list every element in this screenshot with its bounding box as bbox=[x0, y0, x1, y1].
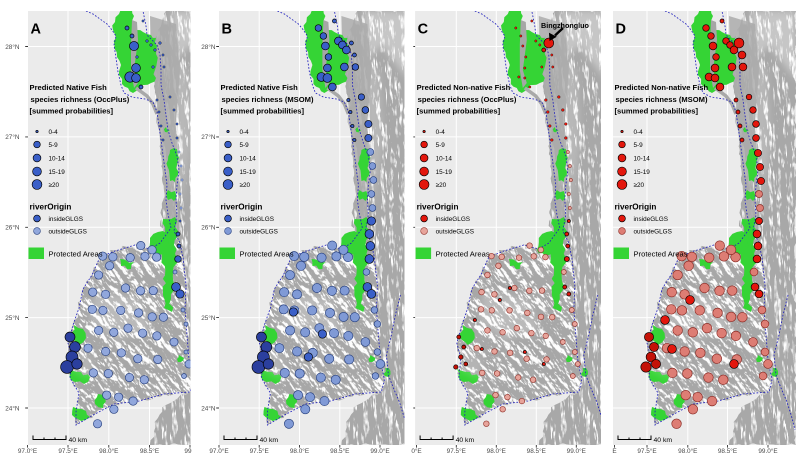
svg-text:0-4: 0-4 bbox=[240, 129, 250, 136]
svg-text:D: D bbox=[616, 22, 626, 38]
svg-text:Protected Areas: Protected Areas bbox=[240, 250, 294, 259]
svg-text:Predicted Native Fish: Predicted Native Fish bbox=[30, 83, 108, 92]
svg-text:insideGLGS: insideGLGS bbox=[634, 216, 668, 223]
svg-text:97.5°E: 97.5°E bbox=[250, 447, 269, 455]
svg-text:10-14: 10-14 bbox=[436, 155, 453, 162]
svg-text:97.5°E: 97.5°E bbox=[637, 447, 656, 455]
svg-text:97.5°E: 97.5°E bbox=[447, 447, 466, 455]
svg-text:98.5°E: 98.5°E bbox=[140, 447, 159, 455]
svg-text:10-14: 10-14 bbox=[634, 155, 651, 162]
svg-text:≥20: ≥20 bbox=[634, 182, 645, 189]
svg-text:≥20: ≥20 bbox=[436, 182, 447, 189]
svg-text:99.0°E: 99.0°E bbox=[758, 447, 777, 455]
svg-text:A: A bbox=[31, 22, 42, 38]
svg-text:C: C bbox=[418, 22, 429, 38]
svg-text:25°N: 25°N bbox=[5, 314, 20, 322]
svg-text:species richness (OccPlus): species richness (OccPlus) bbox=[31, 95, 130, 104]
svg-text:98.0°E: 98.0°E bbox=[290, 447, 309, 455]
svg-text:insideGLGS: insideGLGS bbox=[436, 216, 470, 223]
svg-text:Protected Areas: Protected Areas bbox=[634, 250, 688, 259]
svg-text:[summed probabilities]: [summed probabilities] bbox=[221, 106, 305, 115]
svg-text:24°N: 24°N bbox=[201, 404, 216, 412]
svg-text:riverOrigin: riverOrigin bbox=[30, 203, 72, 212]
svg-text:40 km: 40 km bbox=[69, 437, 88, 444]
svg-text:0-4: 0-4 bbox=[436, 129, 446, 136]
svg-text:Predicted Native Fish: Predicted Native Fish bbox=[221, 83, 299, 92]
svg-text:Predicted Non-native Fish: Predicted Non-native Fish bbox=[615, 83, 709, 92]
svg-text:15-19: 15-19 bbox=[240, 169, 257, 176]
svg-text:outsideGLGS: outsideGLGS bbox=[436, 228, 474, 235]
svg-text:outsideGLGS: outsideGLGS bbox=[240, 228, 278, 235]
svg-text:99: 99 bbox=[184, 448, 192, 455]
svg-text:[summed probabilities]: [summed probabilities] bbox=[417, 106, 501, 115]
svg-text:27°N: 27°N bbox=[5, 133, 20, 141]
svg-text:B: B bbox=[222, 22, 232, 38]
svg-text:40 km: 40 km bbox=[260, 437, 279, 444]
svg-text:riverOrigin: riverOrigin bbox=[221, 203, 263, 212]
svg-text:Bingzhongluo: Bingzhongluo bbox=[541, 21, 590, 30]
svg-text:15-19: 15-19 bbox=[436, 169, 453, 176]
svg-text:10-14: 10-14 bbox=[49, 155, 66, 162]
svg-text:98.5°E: 98.5°E bbox=[718, 447, 737, 455]
svg-text:40 km: 40 km bbox=[456, 437, 475, 444]
svg-text:98.5°E: 98.5°E bbox=[527, 447, 546, 455]
svg-text:riverOrigin: riverOrigin bbox=[417, 203, 459, 212]
svg-text:99.0°E: 99.0°E bbox=[567, 447, 586, 455]
svg-text:28°N: 28°N bbox=[5, 43, 20, 51]
svg-text:5-9: 5-9 bbox=[436, 142, 446, 149]
svg-text:species richness (OccPlus): species richness (OccPlus) bbox=[418, 95, 517, 104]
svg-text:outsideGLGS: outsideGLGS bbox=[634, 228, 672, 235]
svg-text:26°N: 26°N bbox=[201, 224, 216, 232]
svg-text:26°N: 26°N bbox=[5, 224, 20, 232]
svg-text:98.0°E: 98.0°E bbox=[487, 447, 506, 455]
svg-text:species richness (MSOM): species richness (MSOM) bbox=[616, 95, 708, 104]
svg-text:10-14: 10-14 bbox=[240, 155, 257, 162]
svg-text:0-4: 0-4 bbox=[634, 129, 644, 136]
svg-text:97.0°E: 97.0°E bbox=[209, 447, 228, 455]
svg-text:24°N: 24°N bbox=[5, 404, 20, 412]
svg-text:0-4: 0-4 bbox=[49, 129, 59, 136]
svg-text:25°N: 25°N bbox=[201, 314, 216, 322]
svg-text:15-19: 15-19 bbox=[634, 169, 651, 176]
svg-text:40 km: 40 km bbox=[654, 437, 673, 444]
svg-text:15-19: 15-19 bbox=[49, 169, 66, 176]
svg-text:98.0°E: 98.0°E bbox=[99, 447, 118, 455]
svg-text:97.0°E: 97.0°E bbox=[18, 447, 37, 455]
svg-text:riverOrigin: riverOrigin bbox=[615, 203, 657, 212]
svg-text:Protected Areas: Protected Areas bbox=[49, 250, 103, 259]
svg-text:species richness (MSOM): species richness (MSOM) bbox=[222, 95, 314, 104]
svg-text:[summed probabilities]: [summed probabilities] bbox=[30, 106, 114, 115]
svg-text:insideGLGS: insideGLGS bbox=[240, 216, 274, 223]
svg-text:Predicted Non-native Fish: Predicted Non-native Fish bbox=[417, 83, 511, 92]
svg-text:99.0°E: 99.0°E bbox=[370, 447, 389, 455]
svg-text:E: E bbox=[612, 448, 616, 455]
svg-text:Protected Areas: Protected Areas bbox=[436, 250, 490, 259]
svg-text:98.5°E: 98.5°E bbox=[330, 447, 349, 455]
svg-text:27°N: 27°N bbox=[201, 133, 216, 141]
svg-text:28°N: 28°N bbox=[201, 43, 216, 51]
svg-text:≥20: ≥20 bbox=[49, 182, 60, 189]
svg-text:5-9: 5-9 bbox=[240, 142, 250, 149]
svg-text:insideGLGS: insideGLGS bbox=[49, 216, 83, 223]
svg-text:98.0°E: 98.0°E bbox=[678, 447, 697, 455]
svg-text:5-9: 5-9 bbox=[634, 142, 644, 149]
svg-text:5-9: 5-9 bbox=[49, 142, 59, 149]
svg-text:≥20: ≥20 bbox=[240, 182, 251, 189]
svg-text:0°E: 0°E bbox=[411, 447, 421, 455]
svg-text:97.5°E: 97.5°E bbox=[58, 447, 77, 455]
svg-text:[summed probabilities]: [summed probabilities] bbox=[615, 106, 699, 115]
svg-text:outsideGLGS: outsideGLGS bbox=[49, 228, 87, 235]
